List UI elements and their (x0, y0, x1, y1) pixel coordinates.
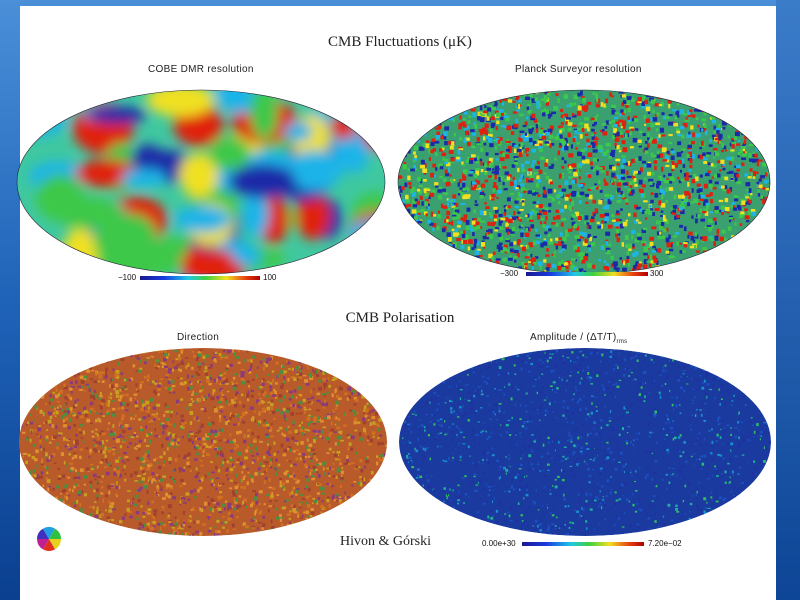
planck-scale-max: 300 (650, 269, 664, 278)
direction-map (19, 348, 387, 536)
credit: Hivon & Górski (340, 534, 431, 549)
cobe-colorbar (140, 276, 260, 280)
cobe-scale-max: 100 (263, 273, 277, 282)
polarisation-title: CMB Polarisation (345, 310, 455, 326)
fluctuations-title: CMB Fluctuations (μK) (328, 34, 472, 50)
amplitude-map-label: Amplitude / (ΔT/T)rms (530, 332, 628, 345)
direction-color-wheel-icon (36, 526, 62, 552)
planck-map (398, 90, 770, 274)
background-edge (776, 0, 800, 600)
amplitude-scale-min: 0.00e+30 (482, 539, 516, 548)
direction-map-label: Direction (177, 332, 220, 343)
planck-map-label: Planck Surveyor resolution (515, 64, 642, 75)
amplitude-map (399, 348, 771, 536)
cobe-scale-min: −100 (118, 273, 137, 282)
planck-colorbar (526, 272, 648, 276)
amplitude-scale-max: 7.20e−02 (648, 539, 682, 548)
cobe-map-label: COBE DMR resolution (148, 64, 254, 75)
amplitude-colorbar (522, 542, 644, 546)
planck-scale-min: −300 (500, 269, 519, 278)
cobe-map (17, 90, 385, 274)
